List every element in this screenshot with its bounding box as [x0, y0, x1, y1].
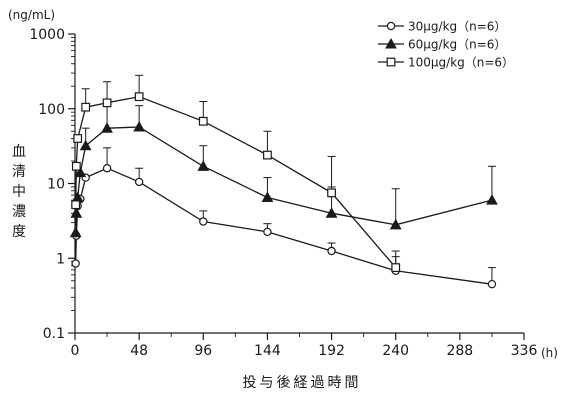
marker-triangle	[197, 160, 210, 171]
marker-triangle	[389, 218, 402, 230]
marker-triangle	[261, 191, 274, 203]
y-unit-label: (ng/mL)	[8, 8, 55, 22]
marker-square	[81, 102, 91, 112]
error-bars	[81, 74, 496, 285]
marker-circle	[134, 177, 144, 187]
marker-triangle	[79, 139, 92, 151]
marker-square	[73, 134, 83, 143]
y-axis-title-char: 中	[12, 184, 26, 200]
marker-circle	[487, 279, 497, 289]
x-tick-label: 240	[382, 343, 409, 359]
marker-square	[71, 200, 81, 210]
marker-circle	[102, 164, 112, 173]
x-tick-label: 336	[511, 343, 538, 359]
x-axis-ticks: 0 48 96 144 192 240 288 336	[71, 333, 538, 359]
series-line-2	[75, 96, 397, 269]
legend-label: 100μg/kg（n=6）	[408, 56, 514, 70]
y-tick-label: 1000	[29, 27, 65, 43]
marker-circle	[199, 217, 208, 226]
marker-square	[134, 92, 144, 102]
x-axis-title: 投与後経過時間	[243, 375, 362, 391]
marker-triangle	[133, 120, 146, 132]
y-axis-title-char: 度	[12, 224, 26, 240]
marker-triangle	[69, 226, 82, 238]
legend-label: 60μg/kg（n=6）	[408, 38, 506, 52]
y-axis-title-char: 血	[12, 144, 26, 160]
marker-triangle	[385, 37, 397, 49]
y-axis-ticks: 0.1 1 10 100 1000	[29, 27, 75, 342]
marker-square	[198, 116, 208, 126]
series-markers	[69, 92, 498, 289]
marker-square	[71, 161, 81, 171]
marker-triangle	[70, 207, 83, 218]
x-tick-label: 288	[446, 343, 473, 359]
x-unit-label: (h)	[541, 346, 558, 360]
marker-square	[386, 57, 396, 67]
y-tick-label: 100	[38, 102, 65, 118]
marker-triangle	[486, 194, 498, 205]
legend-label: 30μg/kg（n=6）	[408, 20, 506, 34]
marker-square	[391, 263, 401, 272]
y-tick-label: 0.1	[43, 326, 65, 342]
x-tick-label: 96	[194, 343, 212, 359]
x-tick-label: 192	[318, 343, 345, 359]
x-tick-label: 48	[130, 343, 148, 359]
marker-circle	[327, 246, 336, 256]
y-tick-label: 1	[56, 251, 65, 267]
y-axis-title-char: 濃	[12, 204, 26, 220]
marker-triangle	[325, 207, 338, 218]
marker-circle	[71, 259, 80, 268]
marker-square	[263, 150, 272, 160]
marker-circle	[263, 227, 272, 237]
y-axis-title-char: 清	[12, 164, 26, 180]
x-tick-label: 144	[254, 343, 281, 359]
marker-square	[102, 98, 112, 108]
marker-triangle	[101, 122, 113, 133]
y-tick-label: 10	[47, 177, 65, 193]
x-tick-label: 0	[71, 343, 80, 359]
marker-square	[327, 188, 336, 198]
marker-triangle	[74, 166, 87, 178]
marker-circle	[386, 21, 396, 31]
legend: 30μg/kg（n=6） 60μg/kg（n=6） 100μg/kg（n=6）	[378, 20, 514, 70]
